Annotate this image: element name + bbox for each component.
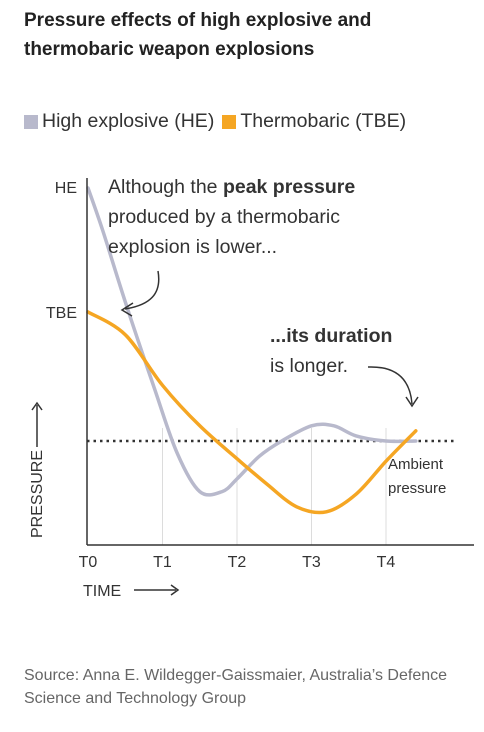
legend: High explosive (HE) Thermobaric (TBE) (24, 110, 414, 133)
x-ticks: T0 T1 T2 T3 T4 (79, 554, 396, 571)
y-axis-label: PRESSURE (29, 450, 46, 538)
ambient-pressure-label: Ambient pressure (388, 456, 447, 497)
series-line-tbe (86, 310, 418, 515)
x-tick-t2: T2 (228, 554, 247, 571)
ambient-label-line2: pressure (388, 480, 446, 497)
legend-label-he: High explosive (HE) (42, 110, 215, 132)
annotation-arrow-2-icon (367, 366, 419, 408)
annotation-peak-pressure: Although the peak pressure produced by a… (108, 176, 361, 258)
x-tick-t3: T3 (302, 554, 321, 571)
legend-swatch-tbe (222, 114, 237, 129)
legend-item-tbe: Thermobaric (TBE) (222, 110, 406, 133)
source-note: Source: Anna E. Wildegger-Gaissmaier, Au… (24, 667, 448, 707)
legend-swatch-he (24, 114, 38, 129)
series-lines (86, 186, 418, 515)
y-axis-arrow-icon (31, 401, 43, 447)
gridlines (162, 428, 387, 545)
series-line-he (86, 186, 418, 497)
x-axis-arrow-icon (134, 584, 180, 596)
y-tick-he: HE (55, 180, 77, 197)
x-tick-t1: T1 (153, 554, 172, 571)
ambient-label-line1: Ambient (388, 456, 444, 473)
x-axis-label: TIME (83, 583, 121, 600)
x-tick-t4: T4 (377, 554, 396, 571)
legend-item-he: High explosive (HE) (24, 110, 214, 133)
x-tick-t0: T0 (79, 554, 98, 571)
y-tick-tbe: TBE (46, 305, 77, 322)
annotation-arrow-1-icon (120, 270, 160, 317)
chart-title: Pressure effects of high explosive and t… (24, 10, 372, 60)
legend-label-tbe: Thermobaric (TBE) (240, 110, 407, 132)
annotation-duration: ...its duration is longer. (270, 325, 398, 377)
